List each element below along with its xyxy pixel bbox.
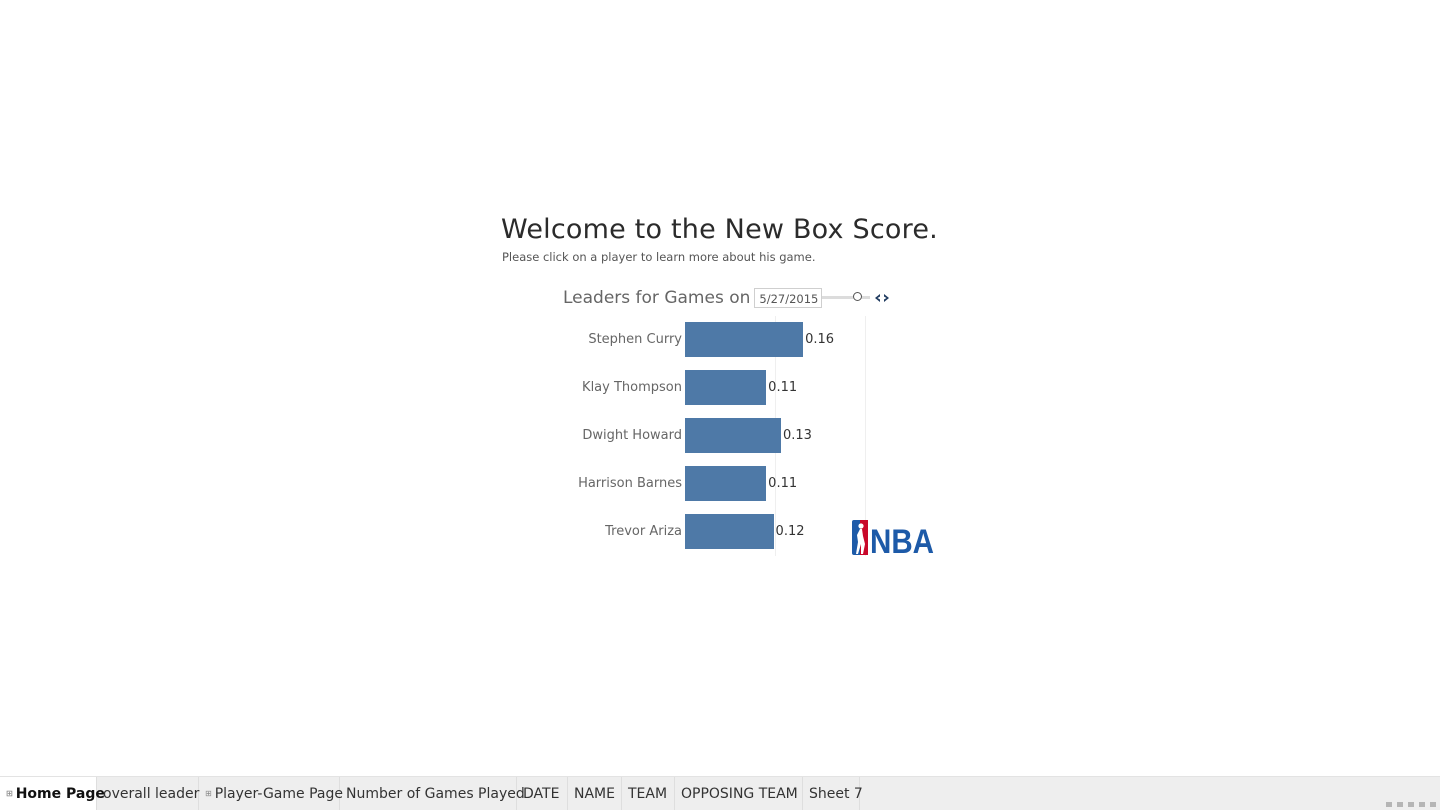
dashboard-icon: ⊞ (6, 789, 13, 798)
logo-player-shape (856, 529, 865, 554)
logo-ball (858, 523, 864, 529)
bar-value-label: 0.16 (805, 332, 835, 347)
player-bar[interactable] (685, 370, 767, 405)
sheet-tab[interactable]: overall leader (97, 777, 199, 810)
sheet-tab-label: OPPOSING TEAM (681, 785, 798, 802)
sheet-tab-label: Sheet 7 (809, 785, 863, 802)
dashboard: Welcome to the New Box Score. Please cli… (501, 214, 938, 558)
slider-track (822, 296, 870, 299)
scroll-right-icon[interactable] (1419, 802, 1425, 807)
sheet-tab-label: Home Page (15, 785, 105, 802)
sheet-tab[interactable]: TEAM (622, 777, 675, 810)
sheet-tab[interactable]: NAME (568, 777, 622, 810)
player-label[interactable]: Trevor Ariza (605, 524, 682, 539)
view-controls (1386, 802, 1436, 807)
bar-value-label: 0.12 (775, 524, 805, 539)
bar-value-label: 0.11 (768, 476, 798, 491)
sheet-tab-label: overall leader (103, 785, 200, 802)
gridline (865, 316, 866, 556)
sheet-tab[interactable]: ⊞ Player-Game Page (199, 777, 343, 810)
grid-view-icon[interactable] (1386, 802, 1392, 807)
player-bar[interactable] (685, 322, 804, 357)
chart-title: Leaders for Games on (563, 288, 751, 308)
sheet-tab[interactable]: Number of Games Played (340, 777, 525, 810)
sheet-tab[interactable]: DATE (517, 777, 568, 810)
list-view-icon[interactable] (1397, 802, 1403, 807)
player-label[interactable]: Harrison Barnes (578, 476, 682, 491)
bar-value-label: 0.11 (768, 380, 798, 395)
sheet-tab[interactable]: Sheet 7 (803, 777, 863, 810)
player-bar[interactable] (685, 514, 774, 549)
player-bar[interactable] (685, 466, 767, 501)
sheet-tab-bar: ⊞ Home Page overall leader ⊞ Player-Game Pag… (0, 776, 1440, 810)
bar-value-label: 0.13 (782, 428, 812, 443)
sheet-tab-label: TEAM (628, 785, 668, 802)
slider-thumb[interactable] (853, 292, 862, 301)
sheet-tab[interactable]: OPPOSING TEAM (675, 777, 803, 810)
chart-header: Leaders for Games on 5/27/2015 (563, 287, 823, 309)
sheet-tab-label: DATE (523, 785, 560, 802)
sheet-tab-label: Number of Games Played (346, 785, 525, 802)
logo-silhouette-red (860, 520, 868, 555)
player-label[interactable]: Dwight Howard (582, 428, 682, 443)
sheet-tab-label: NAME (574, 785, 615, 802)
sheet-tab-label: Player-Game Page (214, 785, 343, 802)
nba-logo: NBA (852, 520, 934, 555)
dashboard-subtitle: Please click on a player to learn more a… (502, 250, 816, 264)
logo-text: NBA (870, 523, 934, 555)
previous-icon[interactable] (875, 294, 880, 302)
fullscreen-icon[interactable] (1430, 802, 1436, 807)
step-arrows (875, 294, 889, 302)
sheet-tab[interactable]: ⊞ Home Page (0, 777, 105, 810)
date-slider[interactable] (822, 292, 870, 304)
player-bar[interactable] (685, 418, 781, 453)
leaders-bar-chart: Stephen Curry 0.16 Klay Thompson 0.11 Dwight… (560, 316, 866, 558)
date-filter-input[interactable]: 5/27/2015 (754, 288, 823, 308)
dashboard-title: Welcome to the New Box Score. (501, 214, 938, 245)
player-label[interactable]: Klay Thompson (582, 380, 682, 395)
next-icon[interactable] (884, 294, 889, 302)
player-label[interactable]: Stephen Curry (588, 332, 682, 347)
dashboard-icon: ⊞ (205, 789, 212, 798)
scroll-left-icon[interactable] (1408, 802, 1414, 807)
